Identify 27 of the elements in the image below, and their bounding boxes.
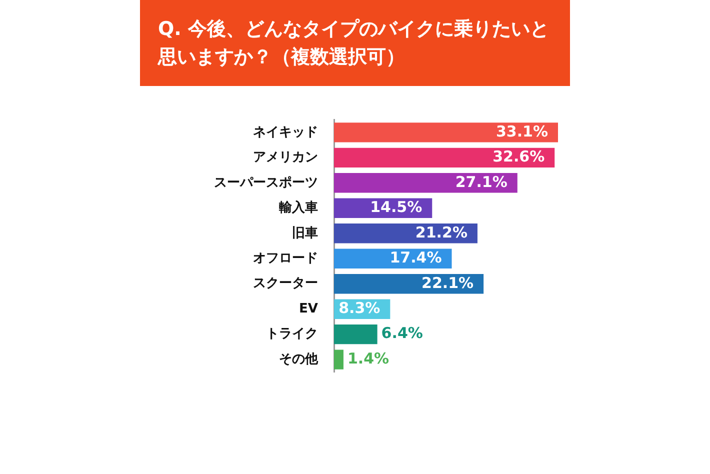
bar: [334, 122, 558, 142]
data-label: 27.1%: [455, 172, 508, 191]
y-tick-label: スーパースポーツ: [214, 175, 318, 190]
y-tick-label: EV: [299, 301, 318, 316]
data-label: 21.2%: [415, 223, 468, 242]
chart-title: Q. 今後、どんなタイプのバイクに乗りたいと思いますか？（複数選択可）: [158, 16, 550, 70]
y-tick-label: スクーター: [253, 276, 318, 292]
data-label: 17.4%: [390, 248, 442, 267]
y-tick-label: 旧車: [292, 226, 318, 241]
bar: [334, 350, 344, 370]
bar: [334, 324, 378, 344]
data-label: 22.1%: [422, 274, 474, 292]
bar: [334, 173, 518, 193]
data-label: 33.1%: [496, 122, 548, 140]
bar: [334, 224, 478, 244]
bar: [334, 148, 555, 168]
y-tick-label: トライク: [266, 326, 318, 342]
y-tick-label: 輸入車: [278, 200, 318, 216]
y-tick-label: ネイキッド: [253, 124, 318, 140]
y-tick-label: その他: [279, 352, 319, 367]
data-label: 1.4%: [347, 349, 390, 368]
data-label: 8.3%: [338, 298, 380, 317]
y-tick-label: アメリカン: [253, 150, 318, 166]
data-label: 32.6%: [492, 148, 545, 166]
data-label: 6.4%: [381, 324, 423, 342]
y-tick-label: オフロード: [253, 250, 318, 266]
data-label: 14.5%: [370, 198, 422, 216]
